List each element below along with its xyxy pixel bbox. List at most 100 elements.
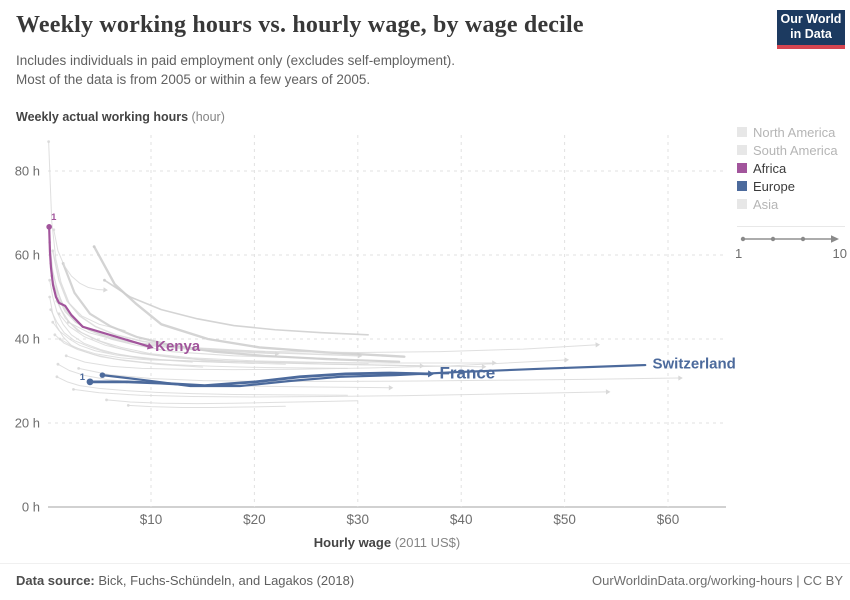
decile-scale-start: 1 bbox=[735, 246, 743, 261]
credit-link[interactable]: OurWorldinData.org/working-hours | CC BY bbox=[592, 573, 843, 588]
background-series-start-dot bbox=[64, 354, 68, 358]
legend-item-asia[interactable]: Asia bbox=[737, 195, 847, 213]
x-tick-label: $40 bbox=[450, 512, 473, 527]
x-tick-label: $50 bbox=[553, 512, 576, 527]
x-tick-label: $20 bbox=[243, 512, 266, 527]
background-series-line[interactable] bbox=[78, 367, 679, 382]
legend-swatch-asia bbox=[737, 199, 747, 209]
background-series-line[interactable] bbox=[65, 355, 566, 371]
background-series-line[interactable] bbox=[50, 309, 255, 364]
background-series-start-dot bbox=[66, 320, 70, 324]
background-series-line[interactable] bbox=[72, 388, 607, 398]
legend-item-europe[interactable]: Europe bbox=[737, 177, 847, 195]
series-label-kenya[interactable]: Kenya bbox=[155, 338, 201, 355]
series-arrowhead bbox=[564, 357, 570, 363]
x-axis-title: Hourly wage (2011 US$) bbox=[48, 535, 726, 550]
series-start-dot-kenya bbox=[46, 224, 52, 230]
background-series-start-dot bbox=[126, 403, 130, 407]
y-tick-label: 0 h bbox=[22, 500, 40, 515]
owid-logo: Our World in Data bbox=[777, 10, 845, 49]
legend-swatch-south-america bbox=[737, 145, 747, 155]
data-source-label: Data source: bbox=[16, 573, 95, 588]
series-label-switzerland[interactable]: Switzerland bbox=[652, 356, 735, 373]
x-axis-title-text: Hourly wage bbox=[313, 535, 392, 550]
y-axis-title: Weekly actual working hours (hour) bbox=[16, 110, 225, 124]
background-series-start-dot bbox=[55, 375, 59, 379]
legend-swatch-north-america bbox=[737, 127, 747, 137]
legend-label-south-america: South America bbox=[753, 142, 838, 158]
y-axis-title-unit: (hour) bbox=[191, 110, 225, 124]
background-series-start-dot bbox=[53, 333, 57, 337]
background-series-start-dot bbox=[47, 140, 51, 144]
background-series-start-dot bbox=[92, 245, 96, 249]
chart-subtitle: Includes individuals in paid employment … bbox=[16, 52, 455, 89]
series-arrowhead bbox=[481, 364, 487, 370]
background-series-line[interactable] bbox=[62, 262, 401, 363]
decile-scale-end: 10 bbox=[832, 246, 847, 261]
x-tick-label: $30 bbox=[347, 512, 370, 527]
background-series-line[interactable] bbox=[103, 279, 369, 336]
x-tick-label: $10 bbox=[140, 512, 163, 527]
page-title: Weekly working hours vs. hourly wage, by… bbox=[16, 12, 584, 38]
background-series-line[interactable] bbox=[67, 321, 597, 353]
background-series-line[interactable] bbox=[53, 288, 369, 364]
background-series-start-dot bbox=[105, 398, 108, 402]
decile-scale-icon bbox=[740, 235, 839, 243]
legend-item-south-america[interactable]: South America bbox=[737, 141, 847, 159]
series-line-kenya[interactable] bbox=[48, 225, 149, 348]
decile-1-label-france: 1 bbox=[80, 372, 86, 383]
background-series-line[interactable] bbox=[48, 141, 126, 332]
background-series-start-dot bbox=[103, 278, 106, 282]
background-series-start-dot bbox=[56, 362, 60, 366]
series-arrowhead bbox=[605, 389, 611, 395]
series-line-france[interactable] bbox=[88, 371, 430, 388]
series-arrowhead bbox=[146, 342, 154, 350]
background-series-line[interactable] bbox=[127, 404, 286, 408]
legend-label-asia: Asia bbox=[753, 196, 779, 212]
series-arrowhead bbox=[388, 385, 394, 391]
data-source-value: Bick, Fuchs-Schündeln, and Lagakos (2018… bbox=[94, 573, 355, 588]
y-tick-label: 40 h bbox=[15, 332, 40, 347]
legend-swatch-africa bbox=[737, 163, 747, 173]
x-axis-title-unit: (2011 US$) bbox=[394, 535, 461, 550]
background-series-line[interactable] bbox=[56, 376, 348, 396]
subtitle-line-2: Most of the data is from 2005 or within … bbox=[16, 71, 371, 87]
decile-scale-labels: 1 10 bbox=[735, 246, 847, 261]
background-series-start-dot bbox=[51, 320, 55, 324]
background-series-start-dot bbox=[48, 295, 52, 299]
legend: North America South America Africa Europ… bbox=[737, 123, 847, 213]
y-tick-label: 20 h bbox=[15, 416, 40, 431]
background-series-line[interactable] bbox=[58, 313, 483, 368]
decile-1-label-kenya: 1 bbox=[51, 212, 57, 223]
legend-swatch-europe bbox=[737, 181, 747, 191]
series-arrowhead bbox=[595, 342, 601, 348]
subtitle-line-1: Includes individuals in paid employment … bbox=[16, 53, 455, 68]
background-series-line[interactable] bbox=[106, 399, 359, 405]
background-series-line[interactable] bbox=[49, 296, 204, 368]
background-series-start-dot bbox=[51, 249, 55, 253]
footer: Data source: Bick, Fuchs-Schündeln, and … bbox=[0, 563, 850, 588]
series-arrowhead bbox=[492, 360, 497, 366]
x-tick-label: $60 bbox=[657, 512, 680, 527]
series-start-dot-switzerland bbox=[99, 372, 106, 378]
legend-item-north-america[interactable]: North America bbox=[737, 123, 847, 141]
data-source-note: Data source: Bick, Fuchs-Schündeln, and … bbox=[16, 573, 354, 588]
background-series-line[interactable] bbox=[49, 279, 193, 363]
background-series-start-dot bbox=[77, 367, 81, 370]
background-series-line[interactable] bbox=[53, 229, 104, 291]
series-line-switzerland[interactable] bbox=[101, 363, 647, 388]
series-start-dot-france bbox=[86, 378, 94, 386]
series-label-france[interactable]: France bbox=[439, 363, 495, 382]
background-series-start-dot bbox=[48, 278, 52, 282]
y-axis-title-text: Weekly actual working hours bbox=[16, 110, 189, 124]
legend-label-africa: Africa bbox=[753, 160, 787, 176]
y-tick-label: 60 h bbox=[15, 248, 40, 263]
y-tick-label: 80 h bbox=[15, 164, 40, 179]
legend-label-north-america: North America bbox=[753, 124, 836, 140]
legend-label-europe: Europe bbox=[753, 178, 795, 194]
legend-item-africa[interactable]: Africa bbox=[737, 159, 847, 177]
owid-logo-line2: in Data bbox=[790, 27, 832, 41]
legend-divider bbox=[737, 226, 845, 227]
